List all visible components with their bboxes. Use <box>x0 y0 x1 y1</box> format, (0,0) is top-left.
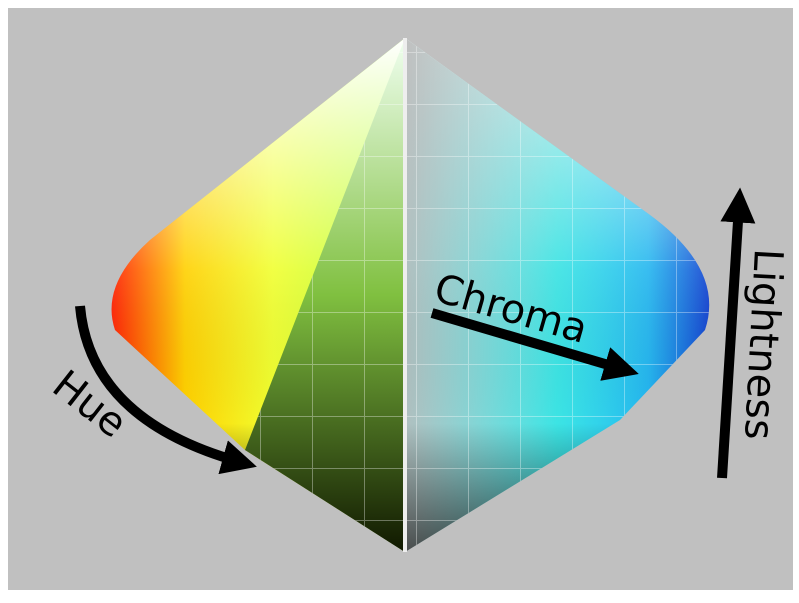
lightness-arrow <box>717 187 756 479</box>
chroma-arrow <box>430 308 639 381</box>
bicone <box>111 38 710 552</box>
lightness-label: Lightness <box>735 247 791 441</box>
hue-arrow <box>75 305 257 475</box>
